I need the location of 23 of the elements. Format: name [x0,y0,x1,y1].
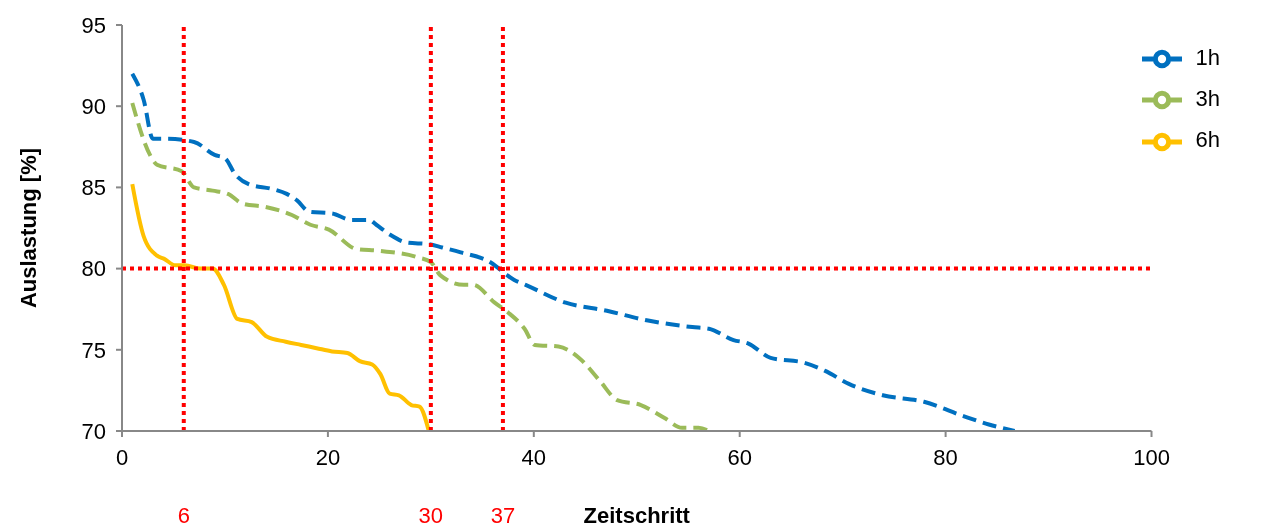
legend-label: 6h [1195,127,1220,153]
y-tick-label: 95 [81,12,106,38]
y-axis-title: Auslastung [%] [15,147,41,309]
line-series [130,100,711,431]
x-axis-title: Zeitschritt [583,502,691,528]
x-tick-label: 100 [1133,444,1170,470]
y-tick-label: 70 [81,418,106,444]
y-tick-label: 90 [81,94,106,120]
x-tick-label: 80 [933,444,958,470]
x-tick-label: 60 [727,444,752,470]
y-tick-label: 85 [81,175,106,201]
ref-line-label: 30 [418,503,444,528]
line-series [130,71,1017,431]
ref-line-label: 6 [177,503,190,528]
x-tick-label: 20 [315,444,341,470]
x-tick-label: 40 [521,444,547,470]
y-tick-label: 75 [81,337,106,363]
x-tick-label: 0 [115,444,129,470]
line-series [130,182,431,431]
legend-label: 1h [1195,45,1220,70]
legend-label: 3h [1195,86,1220,112]
ref-line-label: 37 [490,503,516,528]
y-tick-label: 80 [81,256,106,282]
